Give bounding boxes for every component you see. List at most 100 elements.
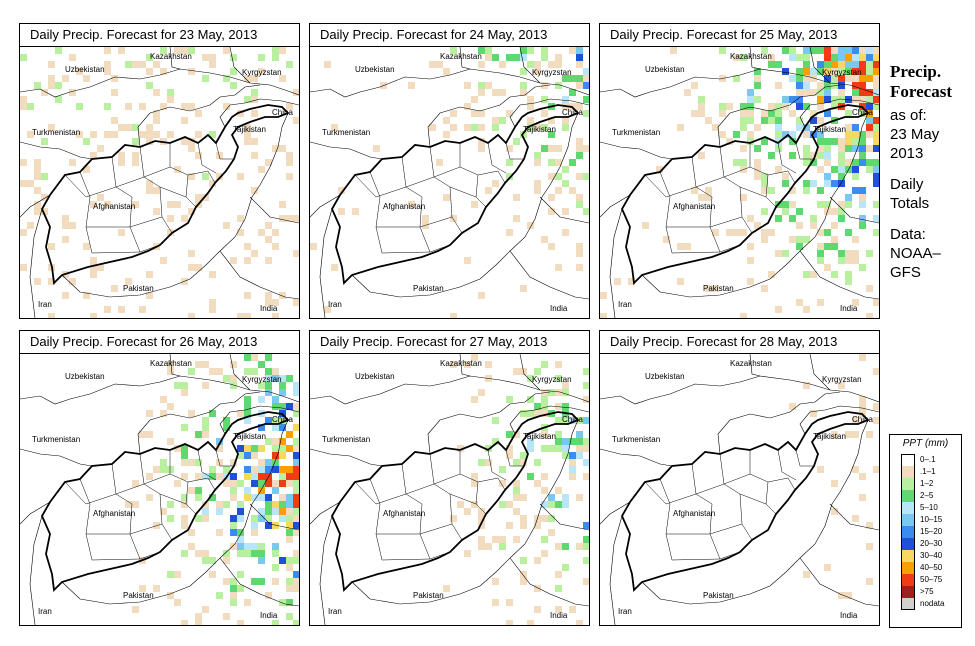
precip-cell (478, 89, 485, 96)
precip-cell (775, 306, 782, 313)
precip-cell (838, 68, 845, 75)
precip-cell (188, 68, 195, 75)
afghanistan-outline (330, 104, 580, 285)
precip-cell (576, 194, 583, 201)
precip-cell (450, 361, 457, 368)
country-label-kazakhstan: Kazakhstan (730, 52, 772, 61)
precip-cell (768, 152, 775, 159)
precip-cell (188, 250, 195, 257)
precip-cell (293, 515, 299, 522)
province-border (795, 142, 814, 160)
precip-cell (831, 222, 838, 229)
precip-cell (272, 564, 279, 571)
precip-cell (237, 571, 244, 578)
country-border (219, 557, 299, 607)
afghanistan-outline (40, 411, 290, 592)
precip-cell (803, 236, 810, 243)
precip-cell (845, 145, 852, 152)
precip-cell (195, 613, 202, 620)
precip-cell (244, 403, 251, 410)
precip-cells (789, 354, 879, 599)
precip-cell (286, 557, 293, 564)
precip-cell (230, 473, 237, 480)
legend-label: 1–2 (920, 479, 934, 488)
precip-cell (209, 180, 216, 187)
precip-cell (810, 180, 817, 187)
province-border (695, 176, 725, 188)
precip-cell (810, 89, 817, 96)
precip-cell (576, 173, 583, 180)
precip-cell (733, 54, 740, 61)
precip-cell (209, 368, 216, 375)
totals-line1: Daily (890, 176, 924, 193)
precip-cell (562, 438, 569, 445)
forecast-panel-4: Daily Precip. Forecast for 26 May, 2013 … (19, 330, 300, 626)
precip-cell (27, 103, 34, 110)
precip-cell (583, 145, 589, 152)
precip-cell (181, 138, 188, 145)
precip-cell (583, 368, 589, 375)
precip-cell (216, 529, 223, 536)
precip-cell (754, 96, 761, 103)
precip-cell (761, 180, 768, 187)
precip-cell (279, 292, 286, 299)
precip-cell (293, 473, 299, 480)
country-label-kyrgyzstan: Kyrgyzstan (822, 68, 862, 77)
precip-cell (803, 180, 810, 187)
precip-cell (845, 250, 852, 257)
country-border (641, 112, 869, 298)
precip-cell (845, 431, 852, 438)
precip-cell (429, 124, 436, 131)
country-border (310, 68, 589, 98)
precip-cell (866, 250, 873, 257)
precip-cell (845, 68, 852, 75)
precip-cell (244, 292, 251, 299)
precip-cell (506, 396, 513, 403)
precip-cell (265, 501, 272, 508)
precip-cell (684, 243, 691, 250)
precip-cell (237, 410, 244, 417)
precip-cell (153, 466, 160, 473)
legend-swatch (901, 586, 915, 598)
precip-cell (513, 431, 520, 438)
precip-cell (118, 47, 125, 54)
precip-cell (555, 145, 562, 152)
precip-cell (293, 550, 299, 557)
precip-cell (534, 459, 541, 466)
province-border (401, 463, 431, 560)
precip-cell (873, 117, 879, 124)
legend-item: 5–10 (890, 502, 961, 514)
precip-cell (244, 354, 251, 361)
precip-cell (775, 124, 782, 131)
precip-cell (331, 264, 338, 271)
precip-cell (181, 473, 188, 480)
precip-cell (754, 145, 761, 152)
precip-cell (132, 61, 139, 68)
legend-item: nodata (890, 598, 961, 610)
country-border (219, 405, 299, 435)
precip-cell (541, 110, 548, 117)
precip-cell (782, 201, 789, 208)
country-border (509, 250, 589, 300)
precip-cell (810, 68, 817, 75)
province-border (376, 523, 453, 535)
precip-cell (216, 459, 223, 466)
precip-cell (471, 480, 478, 487)
precip-cell (90, 313, 97, 318)
precip-cell (237, 452, 244, 459)
precip-cell (265, 459, 272, 466)
province-border (143, 166, 171, 178)
precip-cell (293, 382, 299, 389)
precip-cell (866, 103, 873, 110)
precip-cell (733, 75, 740, 82)
precip-cell (251, 466, 258, 473)
precip-cell (583, 110, 589, 117)
precip-cell (324, 61, 331, 68)
precip-cell (443, 131, 450, 138)
precip-cell (111, 285, 118, 292)
precip-cell (859, 131, 866, 138)
precip-cell (740, 54, 747, 61)
precip-cell (824, 180, 831, 187)
precip-cell (167, 131, 174, 138)
precip-cell (286, 480, 293, 487)
